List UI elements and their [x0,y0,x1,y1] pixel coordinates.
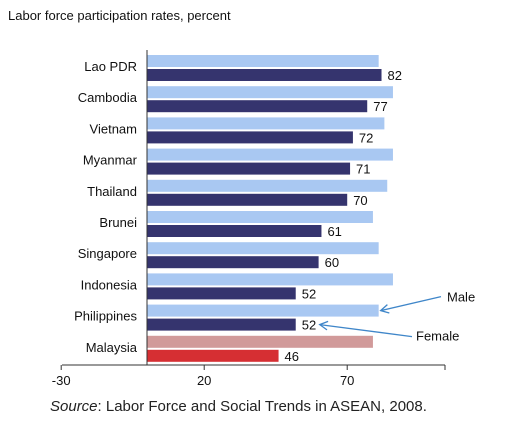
male-bar-indonesia [147,273,393,286]
category-label-lao-pdr: Lao PDR [84,59,137,74]
female-bar-brunei [147,225,322,237]
male-bar-myanmar [147,148,393,161]
category-label-malaysia: Malaysia [86,340,138,355]
category-label-philippines: Philippines [74,309,137,324]
male-bar-lao-pdr [147,55,379,67]
data-label-vietnam: 72 [359,130,373,145]
chart-title: Labor force participation rates, percent [8,8,231,23]
male-bar-vietnam [147,117,385,130]
male-bar-thailand [147,179,388,192]
male-arrow-line [380,295,442,312]
data-label-brunei: 61 [327,224,341,239]
male-bar-malaysia [147,335,373,348]
female-bar-thailand [147,193,348,206]
female-bar-cambodia [147,100,368,113]
data-label-cambodia: 77 [373,99,387,114]
source-label: Source [50,398,98,415]
category-label-indonesia: Indonesia [81,277,138,292]
data-label-myanmar: 71 [356,162,370,177]
category-label-cambodia: Cambodia [78,90,138,105]
male-bar-brunei [147,211,373,223]
data-label-lao-pdr: 82 [388,68,402,83]
data-label-indonesia: 52 [302,286,316,301]
data-label-philippines: 52 [302,318,316,333]
legend-label-male: Male [447,290,475,305]
male-arrow-head [379,304,390,314]
female-bar-philippines [147,318,296,331]
female-arrow-head [318,320,329,331]
male-bar-singapore [147,242,379,255]
category-label-brunei: Brunei [99,215,137,230]
female-bar-singapore [147,256,319,269]
category-label-singapore: Singapore [78,246,137,261]
female-bar-indonesia [147,287,296,300]
data-label-singapore: 60 [325,255,339,270]
female-bar-malaysia [147,349,279,362]
female-bar-myanmar [147,162,351,175]
x-tick-label-2: 70 [340,373,354,388]
x-tick-label-1: 20 [197,373,211,388]
category-label-vietnam: Vietnam [90,121,137,136]
legend-label-female: Female [416,329,459,344]
female-bar-lao-pdr [147,69,382,81]
category-label-thailand: Thailand [87,184,137,199]
x-tick-label-0: -30 [52,373,71,388]
female-bar-vietnam [147,131,353,144]
male-bar-philippines [147,304,379,317]
data-label-malaysia: 46 [285,349,299,364]
female-arrow-line [319,323,413,338]
source-text: : Labor Force and Social Trends in ASEAN… [97,398,427,415]
category-label-myanmar: Myanmar [83,153,138,168]
source-note: Source: Labor Force and Social Trends in… [50,398,427,415]
data-label-thailand: 70 [353,193,367,208]
male-bar-cambodia [147,86,393,99]
